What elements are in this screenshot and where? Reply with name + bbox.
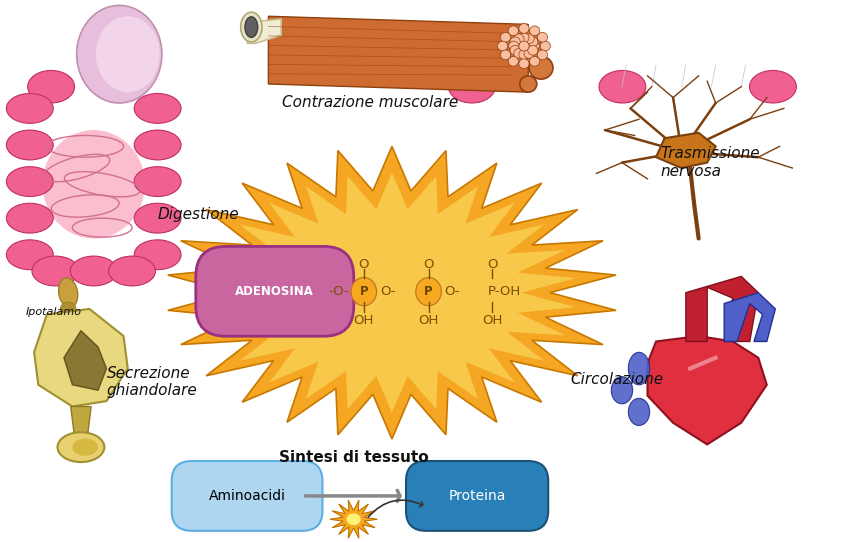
Ellipse shape <box>509 41 519 51</box>
Ellipse shape <box>628 398 649 425</box>
Polygon shape <box>246 198 538 388</box>
Text: O: O <box>487 258 498 271</box>
Ellipse shape <box>514 34 524 43</box>
Ellipse shape <box>27 70 74 103</box>
Ellipse shape <box>448 70 495 103</box>
Text: P: P <box>360 285 368 298</box>
Polygon shape <box>64 331 106 390</box>
Ellipse shape <box>60 302 76 316</box>
Ellipse shape <box>508 26 518 36</box>
Ellipse shape <box>108 256 155 286</box>
FancyBboxPatch shape <box>196 247 354 336</box>
Ellipse shape <box>508 56 518 66</box>
Text: Trasmissione
nervosa: Trasmissione nervosa <box>660 146 760 179</box>
Polygon shape <box>656 133 716 168</box>
Ellipse shape <box>540 41 550 51</box>
Ellipse shape <box>7 94 53 124</box>
Ellipse shape <box>519 59 529 69</box>
Ellipse shape <box>7 203 53 233</box>
Text: O-: O- <box>445 285 460 298</box>
Polygon shape <box>208 173 576 412</box>
Ellipse shape <box>240 12 262 42</box>
Text: Sintesi di tessuto: Sintesi di tessuto <box>279 450 429 466</box>
Ellipse shape <box>70 256 117 286</box>
Ellipse shape <box>32 256 78 286</box>
Polygon shape <box>247 19 281 43</box>
Ellipse shape <box>7 167 53 197</box>
Ellipse shape <box>750 70 797 103</box>
Ellipse shape <box>500 50 510 60</box>
Text: ADENOSINA: ADENOSINA <box>235 285 314 298</box>
Text: P: P <box>424 285 433 298</box>
Ellipse shape <box>7 130 53 160</box>
Ellipse shape <box>59 278 78 307</box>
Ellipse shape <box>510 37 521 47</box>
Polygon shape <box>168 146 616 439</box>
Ellipse shape <box>134 130 181 160</box>
Text: OH: OH <box>418 314 439 327</box>
Ellipse shape <box>611 377 632 404</box>
Polygon shape <box>724 293 775 341</box>
Ellipse shape <box>77 5 162 103</box>
Ellipse shape <box>529 56 553 79</box>
Ellipse shape <box>527 46 538 55</box>
Text: Digestione: Digestione <box>158 207 239 222</box>
Polygon shape <box>71 406 91 434</box>
Text: Aminoacidi: Aminoacidi <box>209 489 285 503</box>
Ellipse shape <box>134 94 181 124</box>
Ellipse shape <box>529 26 539 36</box>
Text: O: O <box>423 258 434 271</box>
Text: Ipotalamo: Ipotalamo <box>26 307 82 317</box>
Ellipse shape <box>529 56 539 66</box>
Ellipse shape <box>500 33 510 42</box>
Ellipse shape <box>519 33 529 42</box>
Ellipse shape <box>524 49 534 59</box>
Ellipse shape <box>538 33 548 42</box>
Text: O-: O- <box>380 285 395 298</box>
Polygon shape <box>686 276 758 341</box>
Ellipse shape <box>95 16 159 92</box>
Polygon shape <box>648 336 767 444</box>
Polygon shape <box>279 220 504 366</box>
Ellipse shape <box>347 513 360 525</box>
Text: OH: OH <box>354 314 374 327</box>
Ellipse shape <box>520 76 537 92</box>
Ellipse shape <box>43 130 145 238</box>
Ellipse shape <box>416 278 441 306</box>
Ellipse shape <box>498 41 508 51</box>
Text: Contrazione muscolare: Contrazione muscolare <box>283 95 458 111</box>
Ellipse shape <box>529 41 539 51</box>
Ellipse shape <box>538 50 548 60</box>
Text: O: O <box>359 258 369 271</box>
Ellipse shape <box>628 352 649 385</box>
Ellipse shape <box>57 433 104 462</box>
FancyBboxPatch shape <box>172 461 322 531</box>
Ellipse shape <box>519 50 529 60</box>
Text: P-OH: P-OH <box>487 285 521 298</box>
Ellipse shape <box>7 240 53 270</box>
Ellipse shape <box>134 167 181 197</box>
Polygon shape <box>330 500 377 538</box>
Ellipse shape <box>72 438 98 456</box>
Ellipse shape <box>510 46 521 55</box>
Ellipse shape <box>524 34 534 43</box>
Ellipse shape <box>514 49 524 59</box>
Ellipse shape <box>134 240 181 270</box>
Ellipse shape <box>134 203 181 233</box>
Text: Secrezione
ghiandolare: Secrezione ghiandolare <box>106 366 198 398</box>
Ellipse shape <box>506 29 542 63</box>
Text: Circolazione: Circolazione <box>571 372 664 387</box>
Text: Proteina: Proteina <box>448 489 506 503</box>
Ellipse shape <box>351 278 377 306</box>
Polygon shape <box>268 16 528 92</box>
Ellipse shape <box>519 23 529 34</box>
Polygon shape <box>34 309 128 406</box>
Text: -O-: -O- <box>328 285 348 298</box>
Ellipse shape <box>245 17 257 37</box>
Ellipse shape <box>599 70 646 103</box>
Ellipse shape <box>527 37 538 47</box>
FancyBboxPatch shape <box>406 461 548 531</box>
Ellipse shape <box>519 41 529 51</box>
Text: OH: OH <box>482 314 503 327</box>
